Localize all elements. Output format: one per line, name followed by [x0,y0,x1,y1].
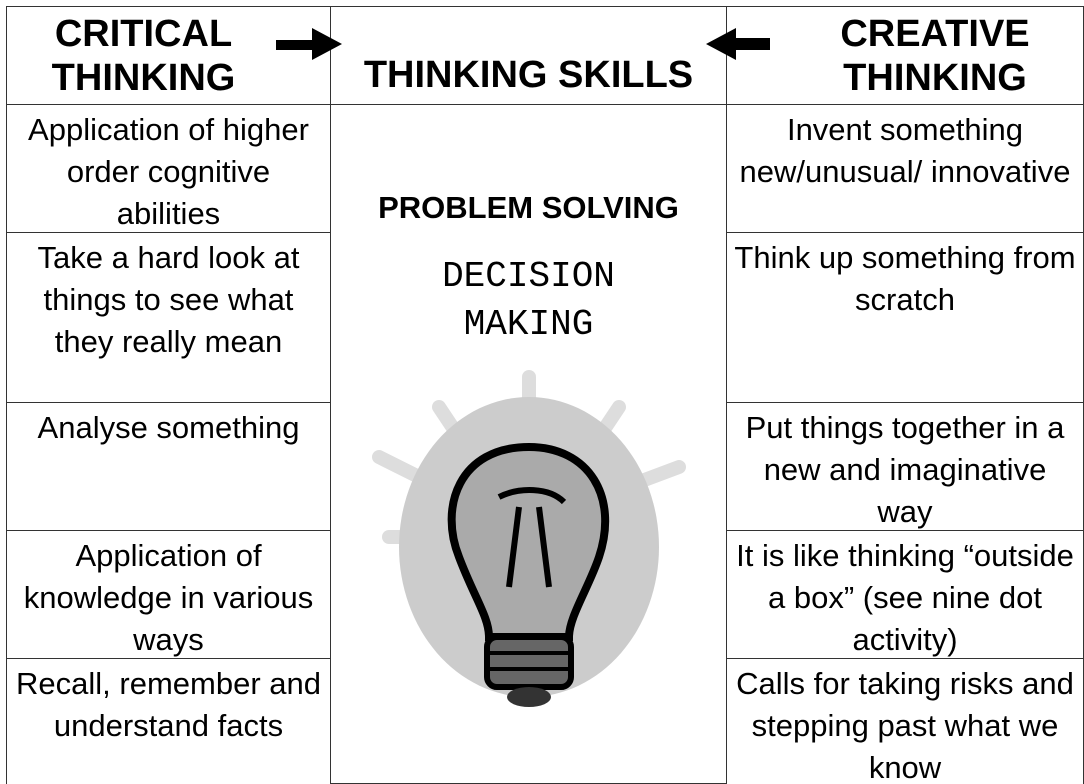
left-cell: Application of higher order cognitive ab… [6,104,331,233]
right-cell: It is like thinking “outside a box” (see… [726,530,1084,659]
right-cell: Invent something new/unusual/ innovative [726,104,1084,233]
right-cell: Calls for taking risks and stepping past… [726,658,1084,784]
center-column: PROBLEM SOLVING DECISION MAKING [330,104,727,784]
problem-solving: PROBLEM SOLVING [378,190,679,225]
left-cell: Analyse something [6,402,331,531]
decision-making: DECISION MAKING [442,256,615,345]
arrow-right [276,28,342,60]
right-cell: Put things together in a new and imagina… [726,402,1084,531]
header-right-text: CREATIVE THINKING [840,12,1030,99]
left-cell: Take a hard look at things to see what t… [6,232,331,403]
arrows [276,28,770,60]
left-cell: Application of knowledge in various ways [6,530,331,659]
header-left: CRITICAL THINKING [6,6,331,105]
left-cell: Recall, remember and understand facts [6,658,331,784]
light-bulb [372,370,686,707]
header-left-text: CRITICAL THINKING [51,12,236,99]
arrow-left [706,28,770,60]
header-center: THINKING SKILLS [330,6,727,105]
header-center-text: THINKING SKILLS [363,53,694,96]
right-cell: Think up something from scratch [726,232,1084,403]
